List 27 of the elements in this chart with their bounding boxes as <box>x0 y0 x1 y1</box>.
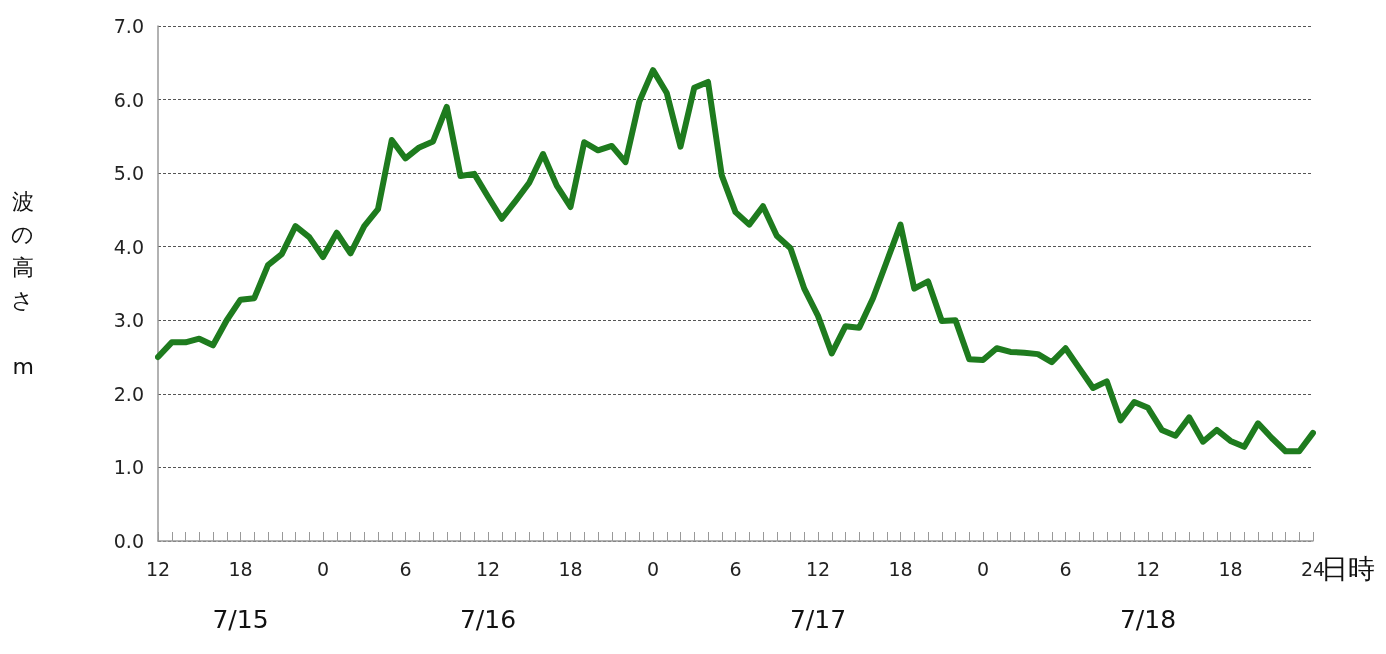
y-tick-label: 1.0 <box>113 456 144 479</box>
x-tick-label: 6 <box>399 557 412 580</box>
x-tick-label: 6 <box>1059 557 1072 580</box>
x-tick-label: 18 <box>558 557 583 580</box>
x-tick-label: 0 <box>976 557 990 580</box>
y-tick-label: 6.0 <box>113 88 144 111</box>
y-tick-label: 5.0 <box>113 162 144 185</box>
x-tick-label: 12 <box>475 557 501 580</box>
x-tick-label: 0 <box>646 557 660 580</box>
x-tick-label: 12 <box>145 557 171 580</box>
x-tick-label: 18 <box>1218 557 1243 580</box>
x-tick-label: 12 <box>805 557 831 580</box>
y-tick-label: 7.0 <box>113 15 144 37</box>
x-tick-label: 0 <box>316 557 330 580</box>
x-tick-label: 6 <box>729 557 742 580</box>
y-tick-label: 2.0 <box>113 382 144 405</box>
x2-tick-label: 7/17 <box>789 605 847 634</box>
x2-tick-label: 7/15 <box>212 605 269 634</box>
x-tick-label: 12 <box>1135 557 1161 580</box>
y-tick-label: 0.0 <box>113 530 144 552</box>
x2-tick-label: 7/18 <box>1119 605 1177 634</box>
x-tick-label: 18 <box>888 557 913 580</box>
x-tick-label: 18 <box>228 557 253 580</box>
text: 波の高さ m <box>11 188 34 379</box>
y-tick-label: 3.0 <box>113 309 144 332</box>
x2-tick-label: 7/16 <box>459 605 517 634</box>
y-tick-label: 4.0 <box>113 235 144 258</box>
